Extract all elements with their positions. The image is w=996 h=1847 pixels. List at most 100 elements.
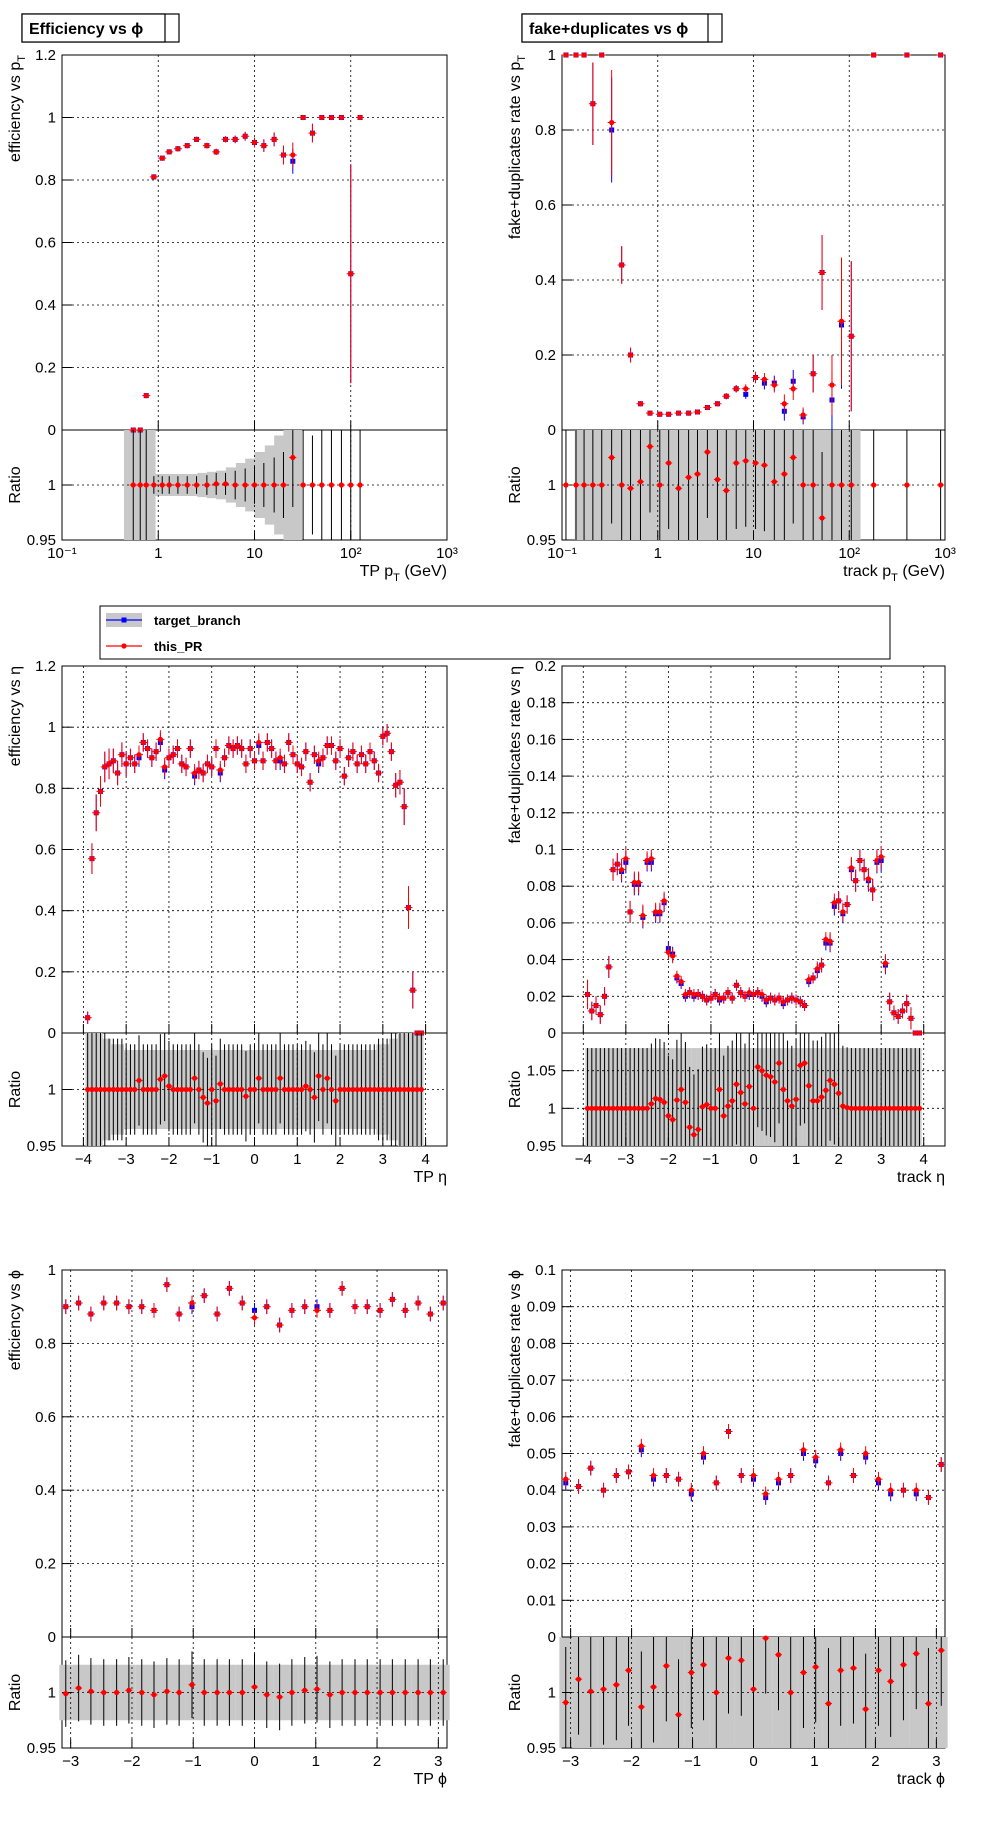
pr-point — [916, 1030, 923, 1036]
pr-point — [818, 962, 825, 968]
y-tick-label: 1 — [48, 110, 56, 127]
ratio-point — [251, 1086, 258, 1093]
y-tick-label: 0.4 — [35, 903, 56, 920]
ratio-point — [328, 482, 335, 488]
pr-point — [401, 804, 407, 810]
ratio-point — [788, 1689, 794, 1696]
pr-point — [328, 114, 335, 121]
ratio-point — [882, 1105, 889, 1111]
ratio-point — [814, 1098, 820, 1104]
ratio-point — [610, 1105, 616, 1111]
legend-label: this_PR — [154, 639, 203, 654]
x-tick-label: 1 — [293, 1151, 301, 1168]
y-tick-label: 0.18 — [527, 695, 556, 712]
pr-point — [358, 752, 365, 758]
ratio-point — [789, 1103, 795, 1109]
ratio-point — [151, 1692, 157, 1698]
ratio-point — [290, 454, 296, 461]
ratio-point — [752, 460, 759, 466]
pr-point — [143, 393, 149, 399]
x-tick-label: 3 — [379, 1151, 387, 1168]
ratio-point — [127, 1086, 134, 1093]
pr-point — [217, 767, 223, 773]
ratio-point — [819, 515, 825, 521]
x-tick-label: 10³ — [436, 545, 458, 562]
y-tick-label: 0.1 — [535, 1262, 556, 1279]
pr-point — [589, 1008, 595, 1014]
pr-point — [239, 745, 245, 752]
pr-point — [364, 1304, 370, 1310]
pr-point — [625, 1469, 632, 1475]
pr-point — [151, 174, 157, 180]
ratio-point — [354, 1086, 360, 1093]
pr-point — [857, 857, 863, 864]
pr-point — [89, 856, 95, 862]
y-axis-label: fake+duplicates rate vs ϕ — [507, 1270, 524, 1448]
x-tick-label: 10⁻¹ — [547, 545, 577, 562]
x-tick-label: −2 — [123, 1753, 140, 1770]
ratio-point — [584, 1105, 591, 1111]
ratio-point — [143, 482, 149, 488]
pr-point — [761, 376, 768, 382]
x-tick-label: 10 — [246, 545, 263, 562]
pr-point — [661, 898, 667, 904]
pr-point — [290, 752, 296, 758]
ratio-point — [870, 1105, 876, 1111]
ratio-point — [338, 482, 345, 488]
pr-point — [938, 1461, 944, 1468]
ratio-point — [350, 1086, 356, 1093]
pr-point — [746, 990, 752, 996]
y-tick-label: 0.6 — [535, 197, 556, 214]
pr-point — [328, 742, 335, 749]
pr-point — [850, 1472, 857, 1479]
ratio-point — [638, 1704, 644, 1710]
x-tick-label: −4 — [75, 1151, 92, 1168]
pr-point — [588, 1465, 594, 1471]
pr-point — [363, 761, 369, 767]
y-tick-label: 0.09 — [527, 1299, 556, 1316]
pr-point — [184, 143, 190, 149]
y-tick-label: 0.1 — [535, 842, 556, 859]
pr-point — [775, 1476, 782, 1482]
x-tick-label: 0 — [250, 1151, 258, 1168]
y-tick-label: 0.02 — [527, 1556, 556, 1573]
pr-point — [350, 749, 356, 755]
pr-point — [264, 739, 270, 746]
ratio-point — [153, 1086, 159, 1093]
ratio-point — [337, 1086, 343, 1093]
pr-point — [371, 758, 377, 764]
pr-point — [899, 1008, 906, 1014]
pr-point — [377, 1307, 383, 1313]
pr-point — [352, 1304, 358, 1310]
ratio-point — [346, 1086, 352, 1093]
ratio-point — [850, 1665, 857, 1671]
ratio-point — [829, 482, 835, 488]
ratio-point — [316, 1073, 322, 1079]
x-tick-label: 10³ — [934, 545, 956, 562]
ratio-point — [874, 1105, 880, 1111]
y-tick-label: 1.2 — [35, 658, 56, 675]
pr-point — [327, 1307, 333, 1313]
ratio-point — [738, 1657, 744, 1663]
y-tick-label: 0.4 — [35, 1482, 56, 1499]
ratio-point — [895, 1105, 901, 1111]
pr-point — [613, 1472, 619, 1479]
ratio-point — [164, 1688, 170, 1694]
pr-point — [76, 1300, 82, 1306]
y-tick-label: 0.2 — [535, 658, 556, 675]
pr-point — [440, 1300, 446, 1306]
y-tick-label: 1.2 — [35, 47, 56, 64]
y-tick-label: 0.8 — [35, 780, 56, 797]
y-axis-label: efficiency vs η — [7, 666, 24, 766]
ratio-point — [593, 1105, 599, 1111]
pr-point — [581, 52, 587, 58]
pr-point — [277, 1322, 283, 1328]
ratio-point — [364, 1689, 370, 1696]
pr-point — [174, 745, 181, 752]
ratio-point — [746, 1083, 752, 1090]
ratio-y-tick-label: 1 — [48, 1685, 56, 1702]
chart-title-box — [521, 13, 709, 43]
pr-point — [888, 1487, 894, 1493]
pr-point — [772, 997, 778, 1003]
ratio-point — [716, 1086, 723, 1093]
